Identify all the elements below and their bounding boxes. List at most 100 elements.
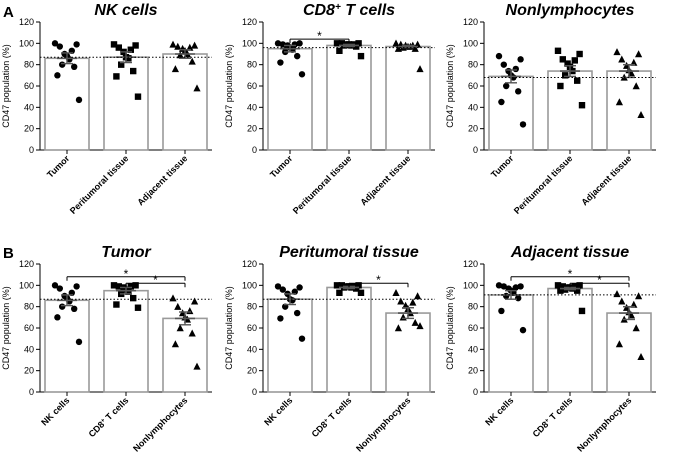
data-point [296,284,303,291]
data-point [174,302,182,310]
data-point [59,303,66,310]
data-point [54,72,61,79]
data-point [134,93,142,100]
y-tick-label: 40 [24,102,34,112]
data-point [277,59,284,66]
data-point [125,288,132,295]
data-point [353,43,360,50]
data-point [171,65,179,73]
data-point [613,290,621,298]
data-point [125,55,132,62]
data-point [355,282,362,289]
data-point [517,56,524,63]
y-tick-label: 20 [24,366,34,376]
bar-0 [267,47,313,151]
y-tick-label: 120 [242,17,257,27]
y-tick-label: 120 [463,17,478,27]
y-tick-label: 60 [24,81,34,91]
data-point [557,82,564,90]
bar-2 [162,317,208,393]
bar-0 [488,75,534,151]
bar-2 [162,53,208,151]
chart-4: Peritumoral tissue CD47 population (%) 0 20… [224,244,435,454]
data-point [169,294,177,302]
data-point [193,84,201,92]
chart-title: Adjacent tissue [510,244,629,261]
bar-1 [103,289,149,393]
data-point [498,98,505,106]
data-point [574,77,581,84]
data-point [635,292,643,300]
y-tick-label: 0 [252,145,257,155]
data-point [294,52,301,60]
data-point [500,61,507,68]
bar-0 [488,294,534,393]
y-tick-label: 80 [468,60,478,70]
x-tick-label: Peritumoral tissue [291,153,354,216]
data-point [632,82,640,90]
data-point [397,297,405,305]
y-axis-label: CD47 population (%) [1,44,11,128]
data-point [169,40,177,48]
x-tick-label: Adjacent tissue [579,153,633,207]
sig-star: * [153,273,158,287]
y-tick-label: 120 [19,17,34,27]
y-tick-label: 80 [24,60,34,70]
bar-1 [547,287,593,393]
x-tick-label: CD8+ T cells [310,395,354,439]
data-point [333,40,341,47]
chart-title: Peritumoral tissue [279,244,419,261]
y-tick-label: 80 [24,302,34,312]
data-point [576,282,583,289]
data-point [394,324,402,332]
y-tick-label: 80 [247,60,257,70]
x-tick-label: Tumor [45,153,72,180]
bar-2 [606,312,652,393]
y-axis-label: CD47 population (%) [224,286,234,370]
data-point [54,314,61,321]
data-point [186,307,194,315]
data-point [500,283,507,290]
y-tick-label: 100 [19,280,34,290]
data-point [554,282,562,289]
sig-star: * [124,267,129,281]
data-point [571,57,578,64]
data-point [113,73,120,80]
chart-3: Tumor CD47 population (%) 0 20 40 60 80 100 120 N… [1,244,212,454]
y-axis-label: CD47 population (%) [445,44,455,128]
data-point [188,57,196,65]
data-point [333,282,341,289]
data-point [411,318,419,326]
y-tick-label: 60 [468,323,478,333]
data-point [635,50,643,58]
x-tick-label: Tumor [489,153,516,180]
x-tick-label: NK cells [39,395,71,427]
y-tick-label: 20 [24,124,34,134]
data-point [519,326,527,334]
data-point [409,298,417,306]
y-tick-label: 100 [242,38,257,48]
data-point [557,287,564,294]
data-point [559,56,566,63]
data-point [298,71,306,78]
x-tick-label: CD8+ T cells [531,395,575,439]
x-tick-label: Adjacent tissue [135,153,189,207]
data-point [274,40,282,47]
panel-label-a: A [3,4,14,21]
data-point [519,121,527,128]
x-tick-label: Adjacent tissue [358,153,412,207]
chart-1: CD8+ T cells CD47 population (%) 0 20 40 60 80… [224,2,435,216]
data-point [357,289,365,296]
data-point [503,292,510,300]
x-tick-label: Tumor [268,153,295,180]
sig-star: * [597,273,602,287]
y-axis-label: CD47 population (%) [1,286,11,370]
bar-1 [547,70,593,151]
y-tick-label: 100 [242,280,257,290]
data-point [127,46,134,53]
chart-5: Adjacent tissue CD47 population (%) 0 20 40 6… [445,244,656,454]
data-point [336,47,343,54]
x-tick-label: Peritumoral tissue [68,153,131,216]
data-point [392,289,400,296]
